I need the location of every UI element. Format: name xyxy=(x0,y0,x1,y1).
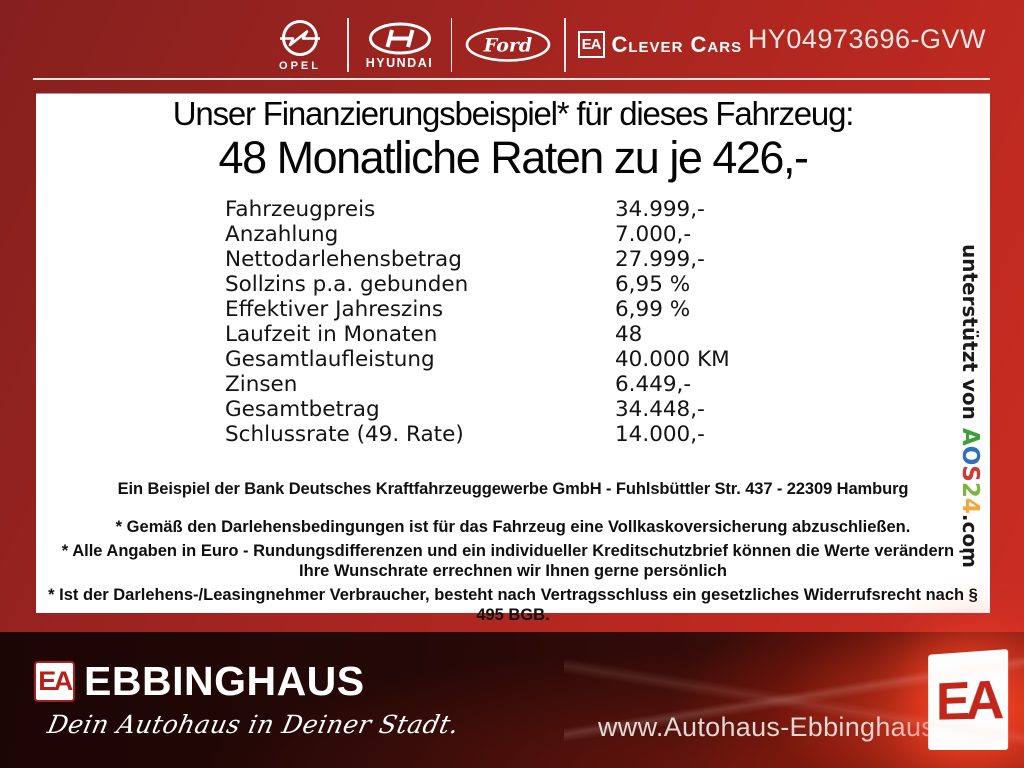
finance-row-label: Anzahlung xyxy=(225,222,339,247)
ford-oval-icon: Ford xyxy=(465,27,551,62)
finance-row-label: Effektiver Jahreszins xyxy=(225,297,444,322)
ford-logo: Ford xyxy=(464,27,552,62)
brand-logo-row: OPEL HYUNDAI Ford EA Clever Cars xyxy=(265,18,742,72)
hyundai-label: HYUNDAI xyxy=(365,56,434,70)
finance-row-value: 7.000,- xyxy=(615,222,692,247)
finance-table: Fahrzeugpreis 34.999,- Anzahlung 7.000,-… xyxy=(225,197,885,447)
ebbinghaus-ea-icon: EA xyxy=(34,661,75,702)
finance-row-value: 6,99 % xyxy=(615,297,691,322)
finance-row: Zinsen 6.449,- xyxy=(225,372,885,397)
dealer-branding: EA EBBINGHAUS Dein Autohaus in Deiner St… xyxy=(34,658,462,739)
finance-row-value: 48 xyxy=(615,322,643,347)
footnote: * Gemäß den Darlehensbedingungen ist für… xyxy=(115,518,911,536)
aos24-letter: S xyxy=(957,465,983,482)
finance-row-label: Fahrzeugpreis xyxy=(225,197,376,222)
finance-row: Schlussrate (49. Rate) 14.000,- xyxy=(225,422,885,447)
finance-row-value: 14.000,- xyxy=(615,422,705,447)
finance-row-value: 27.999,- xyxy=(615,247,705,272)
finance-row-label: Gesamtlaufleistung xyxy=(225,347,435,372)
finance-row-label: Gesamtbetrag xyxy=(225,397,380,422)
brand-separator xyxy=(347,18,349,72)
aos24-letter: 4 xyxy=(957,497,983,514)
footnotes: * Gemäß den Darlehensbedingungen ist für… xyxy=(46,517,980,629)
finance-row-value: 40.000 KM xyxy=(615,347,730,372)
finance-row-value: 34.448,- xyxy=(615,397,705,422)
finance-sheet: Unser Finanzierungsbeispiel* für dieses … xyxy=(36,93,990,624)
supported-by-vertical: unterstützt von AOS24.com xyxy=(957,244,983,568)
header-underline xyxy=(33,78,990,80)
finance-row: Sollzins p.a. gebunden 6,95 % xyxy=(225,272,885,297)
opel-blitz-icon xyxy=(280,20,320,56)
finance-row-value: 6,95 % xyxy=(615,272,691,297)
finance-row-value: 34.999,- xyxy=(615,197,705,222)
sheet-title: Unser Finanzierungsbeispiel* für dieses … xyxy=(172,95,855,132)
opel-label: OPEL xyxy=(279,60,321,72)
svg-text:Ford: Ford xyxy=(483,35,532,57)
footnote: * Ist der Darlehens-/Leasingnehmer Verbr… xyxy=(48,585,978,625)
finance-row-label: Sollzins p.a. gebunden xyxy=(225,272,469,297)
finance-row: Nettodarlehensbetrag 27.999,- xyxy=(225,247,885,272)
aos24-logo: AOS24 xyxy=(957,427,983,514)
dealer-logo-row: EA EBBINGHAUS xyxy=(34,658,459,705)
clever-cars-ea-icon: EA xyxy=(577,31,605,58)
clever-cars-logo: EA Clever Cars xyxy=(577,31,743,58)
finance-row: Fahrzeugpreis 34.999,- xyxy=(225,197,885,222)
finance-row-label: Nettodarlehensbetrag xyxy=(225,247,462,272)
finance-row: Effektiver Jahreszins 6,99 % xyxy=(225,297,885,322)
finance-row: Anzahlung 7.000,- xyxy=(225,222,885,247)
finance-row-label: Zinsen xyxy=(225,372,298,397)
brand-separator xyxy=(450,18,452,72)
vehicle-id: HY04973696-GVW xyxy=(747,24,986,54)
dealer-tagline: Dein Autohaus in Deiner Stadt. xyxy=(44,710,462,739)
finance-row-value: 6.449,- xyxy=(615,372,692,397)
footnote: * Alle Angaben in Euro - Rundungsdiffere… xyxy=(61,541,965,581)
brand-separator xyxy=(564,18,566,72)
finance-row: Laufzeit in Monaten 48 xyxy=(225,322,885,347)
dealer-footer: EA EBBINGHAUS Dein Autohaus in Deiner St… xyxy=(0,632,1024,768)
clever-cars-label: Clever Cars xyxy=(611,31,743,57)
finance-row-label: Schlussrate (49. Rate) xyxy=(225,422,464,447)
dealer-name: EBBINGHAUS xyxy=(84,658,365,704)
hyundai-h-icon xyxy=(368,22,431,55)
aos24-letter: 2 xyxy=(957,481,983,498)
sheet-subtitle: 48 Monatliche Raten zu je 426,- xyxy=(218,131,809,183)
aos24-letter: O xyxy=(957,445,983,466)
ea-corner-logo: EA xyxy=(928,649,1009,751)
bank-line: Ein Beispiel der Bank Deutsches Kraftfah… xyxy=(117,480,909,498)
header-brand-bar: OPEL HYUNDAI Ford EA Clever Cars xyxy=(0,0,1024,93)
finance-row: Gesamtbetrag 34.448,- xyxy=(225,397,885,422)
website-link[interactable]: www.Autohaus-Ebbinghaus.de xyxy=(598,712,974,742)
finance-row-label: Laufzeit in Monaten xyxy=(225,322,438,347)
supported-by-suffix: .com xyxy=(958,513,982,568)
finance-row: Gesamtlaufleistung 40.000 KM xyxy=(225,347,885,372)
aos24-letter: A xyxy=(957,427,983,446)
hyundai-logo: HYUNDAI xyxy=(361,22,439,70)
supported-by-prefix: unterstützt von xyxy=(958,244,982,420)
opel-logo: OPEL xyxy=(265,18,335,72)
